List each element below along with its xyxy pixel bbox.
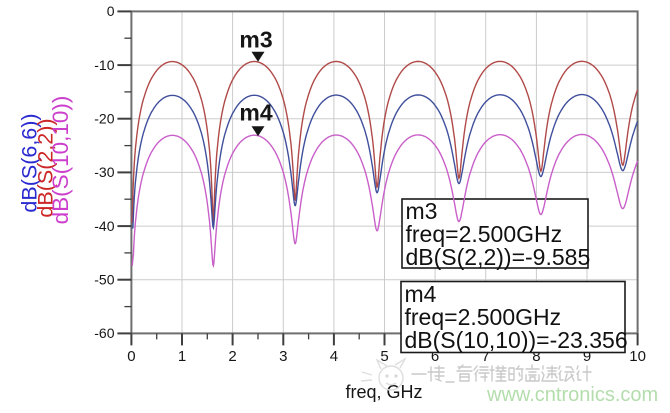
svg-text:3: 3 [279, 348, 287, 365]
svg-text:7: 7 [482, 348, 490, 365]
svg-text:8: 8 [532, 348, 540, 365]
svg-text:-50: -50 [94, 272, 114, 288]
svg-text:5: 5 [380, 348, 388, 365]
svg-text:freq=2.500GHz: freq=2.500GHz [405, 304, 562, 330]
svg-text:dB(S(10,10)): dB(S(10,10)) [48, 96, 73, 225]
svg-text:www.cntronics.com: www.cntronics.com [486, 384, 658, 406]
svg-text:1: 1 [178, 348, 186, 365]
svg-text:2: 2 [228, 348, 236, 365]
svg-text:0: 0 [107, 3, 115, 19]
svg-text:-20: -20 [94, 111, 114, 127]
svg-text:dB(S(2,2)): dB(S(2,2)) [34, 118, 58, 217]
svg-text:dB(S(2,2))=-9.585: dB(S(2,2))=-9.585 [406, 244, 591, 270]
svg-text:-40: -40 [94, 218, 114, 234]
svg-text:-10: -10 [94, 57, 114, 73]
svg-text:m3: m3 [406, 198, 438, 224]
svg-text:m4: m4 [239, 100, 272, 126]
svg-text:6: 6 [431, 348, 439, 365]
svg-text:m3: m3 [239, 27, 272, 53]
svg-text:freq=2.500GHz: freq=2.500GHz [406, 221, 563, 247]
svg-text:0: 0 [127, 348, 135, 365]
svg-text:10: 10 [629, 348, 646, 365]
svg-text:4: 4 [330, 348, 338, 365]
svg-text:-60: -60 [94, 325, 114, 341]
svg-text:dB(S(6,6)): dB(S(6,6)) [18, 113, 42, 212]
svg-text:dB(S(10,10))=-23.356: dB(S(10,10))=-23.356 [405, 327, 628, 353]
svg-text:9: 9 [583, 348, 591, 365]
svg-text:freq, GHz: freq, GHz [345, 382, 422, 402]
svg-text:m4: m4 [405, 281, 437, 307]
svg-text:-30: -30 [94, 164, 114, 180]
